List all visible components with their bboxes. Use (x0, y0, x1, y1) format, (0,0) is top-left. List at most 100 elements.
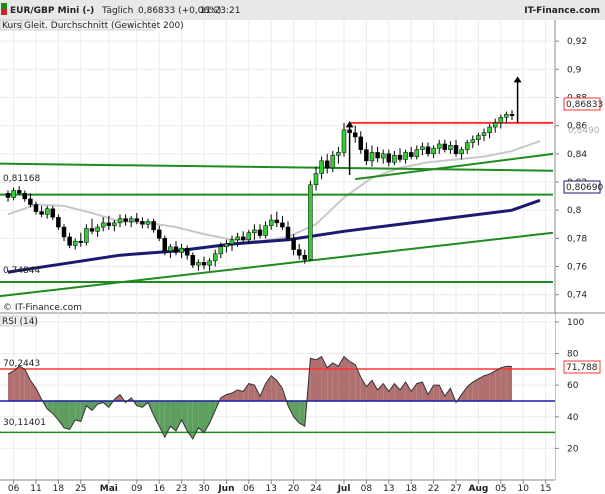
candle-body (487, 126, 492, 133)
rsi-fill (8, 356, 512, 439)
rsi-area (254, 385, 260, 401)
rsi-gridlines (0, 314, 555, 480)
candle-body (509, 114, 515, 117)
rsi-area (220, 394, 227, 401)
level-low-label: 0,74844 (3, 266, 40, 276)
rsi-area (461, 386, 468, 401)
candle-body (201, 262, 207, 266)
rsi-area (13, 366, 20, 401)
candle-body (347, 129, 352, 133)
green-line (0, 162, 554, 172)
rsi-area (377, 383, 384, 401)
candle-body (464, 142, 470, 150)
candle-body (235, 236, 240, 241)
candle-body (392, 154, 397, 163)
rsi-y-tick-label: 100 (567, 318, 584, 328)
legend-indicator[interactable]: Gleit. Durchschnitt (Gewichtet 200) (24, 21, 184, 31)
rsi-area (237, 389, 244, 401)
candle-body (218, 246, 224, 255)
rsi-y-tick-label: 20 (567, 444, 579, 454)
candle-body (375, 152, 380, 159)
rsi-area (338, 356, 344, 401)
rsi-area (349, 361, 356, 401)
rsi-area (444, 388, 451, 401)
rsi-area (400, 381, 406, 401)
header-bar (0, 0, 605, 20)
candle-body (16, 190, 22, 194)
candle-body (5, 193, 11, 198)
rsi-area (192, 400, 199, 439)
candle-body (84, 228, 89, 243)
rsi-area (428, 385, 434, 401)
rsi-area (170, 400, 176, 431)
rsi-area (327, 363, 333, 401)
rsi-area (422, 381, 428, 401)
rsi-area (316, 356, 322, 401)
candle-body (56, 216, 61, 228)
candle-body (369, 152, 375, 162)
candle-body (274, 219, 280, 224)
candle-body (448, 145, 453, 150)
candle-body (61, 226, 67, 238)
candle-body (470, 139, 476, 143)
candle-body (476, 135, 481, 140)
candle-body (442, 143, 448, 150)
candle-body (156, 229, 162, 239)
x-tick-label: 27 (450, 484, 461, 494)
candle-body (207, 260, 212, 266)
price-y-tick-label: 0,74 (567, 291, 587, 301)
status-icon-down (1, 9, 7, 15)
rsi-area (411, 383, 417, 401)
instrument-title: EUR/GBP Mini (-) (10, 6, 94, 16)
rsi-area (187, 400, 193, 439)
candle-body (481, 132, 487, 136)
candle-body (498, 116, 504, 124)
candle-body (308, 184, 313, 260)
candle-body (28, 198, 33, 205)
rsi-area (355, 364, 361, 401)
x-tick-label: 16 (153, 484, 165, 494)
candle-body (128, 218, 134, 222)
candle-body (420, 146, 425, 150)
x-tick-label: Jul (337, 484, 351, 494)
candle-body (397, 154, 403, 160)
candle-body (240, 236, 246, 241)
candle-body (280, 222, 285, 228)
rsi-area (47, 400, 53, 414)
rsi-levels (0, 368, 555, 434)
rsi-area (19, 366, 25, 401)
candle-body (403, 152, 408, 160)
rsi-area (288, 400, 294, 417)
candle-body (72, 240, 78, 246)
x-tick-label: 23 (176, 484, 187, 494)
candle-body (212, 253, 218, 262)
candle-body (268, 219, 274, 226)
price-y-tick-label: 0,9 (567, 65, 582, 75)
legend-indicator-box[interactable] (21, 19, 156, 31)
candle-body (22, 193, 28, 200)
candle-body (386, 153, 392, 163)
level-high-label: 0,81168 (3, 174, 40, 184)
candle-body (190, 254, 196, 266)
rsi-area (321, 356, 328, 401)
rsi-title[interactable]: RSI (14) (2, 317, 38, 327)
rsi-area (472, 378, 479, 401)
candle-body (11, 190, 16, 198)
svg-text:0,80690: 0,80690 (566, 183, 603, 193)
svg-text:0,86833: 0,86833 (566, 100, 603, 110)
candle-body (229, 239, 235, 245)
x-tick-label: 11 (30, 484, 41, 494)
candle-body (106, 222, 112, 226)
candle-body (145, 221, 151, 225)
legend-kurs-box[interactable] (0, 19, 22, 31)
interval-label: Täglich (101, 6, 133, 16)
candle-body (78, 240, 84, 243)
last-price-badge: 0,86833 (563, 97, 603, 111)
candle-body (425, 146, 431, 155)
x-tick-label: 06 (8, 484, 20, 494)
legend-kurs[interactable]: Kurs (2, 21, 22, 31)
rsi-title-box[interactable] (0, 315, 37, 327)
rsi-y-ticks: 100 80 60 40 20 (555, 318, 584, 454)
